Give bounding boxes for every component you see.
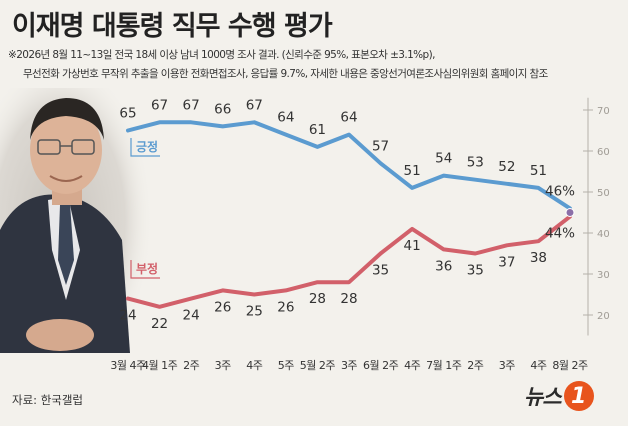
y-tick-label: 70 [597,106,610,117]
y-axis: 20 30 40 50 60 70 [583,97,610,336]
data-label: 67 [246,97,263,113]
data-label: 26 [277,299,294,315]
data-label: 38 [530,250,547,266]
data-label: 35 [467,263,484,279]
x-tick-label: 4주 [246,359,262,372]
survey-note-line-1: ※2026년 8월 11~13일 전국 18세 이상 남녀 1000명 조사 결… [8,49,435,61]
survey-note-line-2: 무선전화 가상번호 무작위 추출을 이용한 전화면접조사, 응답률 9.7%, … [23,68,548,80]
data-label: 57 [372,138,389,154]
data-label: 46% [545,183,575,199]
source-credit: 자료: 한국갤럽 [12,393,84,407]
y-tick-label: 40 [597,229,610,240]
data-label: 64 [340,110,357,126]
series-negative: 24 22 24 26 25 26 28 28 35 41 36 35 37 38 44% 부정 [119,214,575,332]
series-positive: 65 67 67 66 67 64 61 64 57 51 54 53 52 51 46% 긍정 [119,97,575,211]
x-tick-label: 2주 [183,359,199,372]
data-label: 44% [545,226,575,242]
data-label: 65 [119,106,136,122]
data-label: 67 [151,97,168,113]
news1-logo: 뉴스 1 [524,381,594,411]
data-label: 22 [151,316,168,332]
data-label: 37 [498,254,515,270]
data-label: 64 [277,110,294,126]
x-tick-label: 2주 [467,359,483,372]
data-label: 24 [119,308,136,324]
series-name-label: 부정 [136,261,158,276]
series-name-label: 긍정 [136,139,158,154]
series-line [126,120,572,211]
x-tick-label: 5월 2주 [300,359,336,372]
series-name-bracket [130,260,160,279]
x-tick-label: 4월 1주 [142,359,178,372]
x-tick-label: 7월 1주 [426,359,462,372]
x-tick-label: 3주 [215,359,231,372]
x-tick-label: 8월 2주 [552,359,588,372]
data-label: 28 [340,291,357,307]
data-label: 53 [467,155,484,171]
data-label: 36 [435,258,452,274]
data-label: 51 [530,163,547,179]
x-tick-label: 4주 [404,359,420,372]
x-tick-label: 4주 [530,359,546,372]
portrait-illustration [0,88,150,353]
data-label: 26 [214,299,231,315]
data-label: 51 [404,163,421,179]
y-tick-label: 50 [597,188,610,199]
x-tick-label: 3월 4주 [110,359,146,372]
page-title: 이재명 대통령 직무 수행 평가 [12,11,333,42]
data-label: 24 [183,308,200,324]
data-label: 52 [498,159,515,175]
data-label: 35 [372,263,389,279]
x-tick-label: 3주 [499,359,515,372]
y-tick-label: 20 [597,311,610,322]
logo-badge-icon: 1 [563,381,594,411]
data-label: 28 [309,291,326,307]
data-label: 25 [246,304,263,320]
data-label: 66 [214,101,231,117]
y-tick-label: 30 [597,270,610,281]
x-tick-label: 6월 2주 [363,359,399,372]
x-tick-label: 3주 [341,359,357,372]
data-label: 67 [183,97,200,113]
series-line [126,214,572,309]
y-tick-label: 60 [597,147,610,158]
series-name-bracket [130,138,160,157]
logo-text: 뉴스 [524,385,562,409]
end-point-marker [565,208,575,217]
data-label: 41 [404,238,421,254]
x-tick-label: 5주 [278,359,294,372]
data-label: 54 [435,151,452,167]
data-label: 61 [309,122,326,138]
